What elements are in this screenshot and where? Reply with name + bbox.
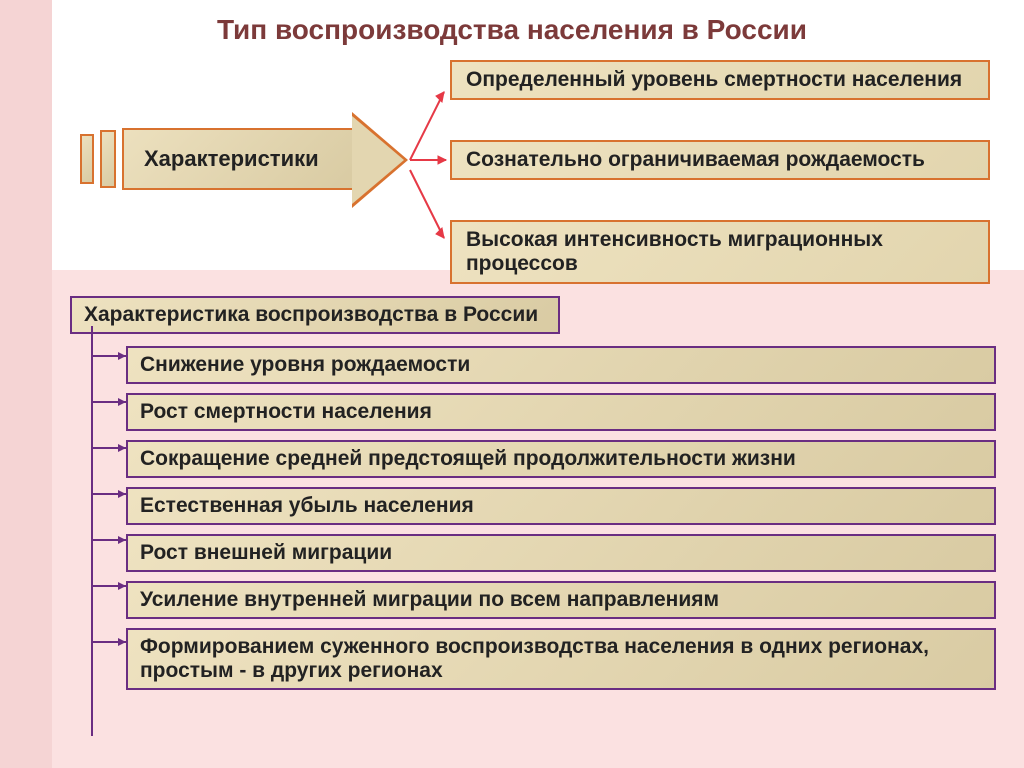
reproduction-title: Характеристика воспроизводства в России xyxy=(70,296,560,334)
slide-title: Тип воспроизводства населения в России xyxy=(0,14,1024,46)
arrow-body-label: Характеристики xyxy=(122,128,352,190)
purple-connector-tree xyxy=(86,326,132,756)
reproduction-item-2: Рост смертности населения xyxy=(126,393,996,431)
reproduction-section: Характеристика воспроизводства в России … xyxy=(70,296,1000,699)
left-strip xyxy=(0,0,52,768)
arrow-head-fill xyxy=(352,116,404,204)
reproduction-item-7: Формированием суженного воспроизводства … xyxy=(126,628,996,690)
arrow-tail-bar-1 xyxy=(80,134,94,184)
characteristics-arrow: Характеристики xyxy=(80,120,430,200)
characteristic-box-1: Определенный уровень смертности населени… xyxy=(450,60,990,100)
characteristics-section: Характеристики Определенный уровень смер… xyxy=(80,60,1000,290)
characteristic-box-2: Сознательно ограничиваемая рождаемость xyxy=(450,140,990,180)
reproduction-item-6: Усиление внутренней миграции по всем нап… xyxy=(126,581,996,619)
arrow-tail-bar-2 xyxy=(100,130,116,188)
reproduction-item-4: Естественная убыль населения xyxy=(126,487,996,525)
reproduction-item-1: Снижение уровня рождаемости xyxy=(126,346,996,384)
reproduction-item-3: Сокращение средней предстоящей продолжит… xyxy=(126,440,996,478)
reproduction-item-5: Рост внешней миграции xyxy=(126,534,996,572)
characteristic-box-3: Высокая интенсивность миграционных проце… xyxy=(450,220,990,284)
